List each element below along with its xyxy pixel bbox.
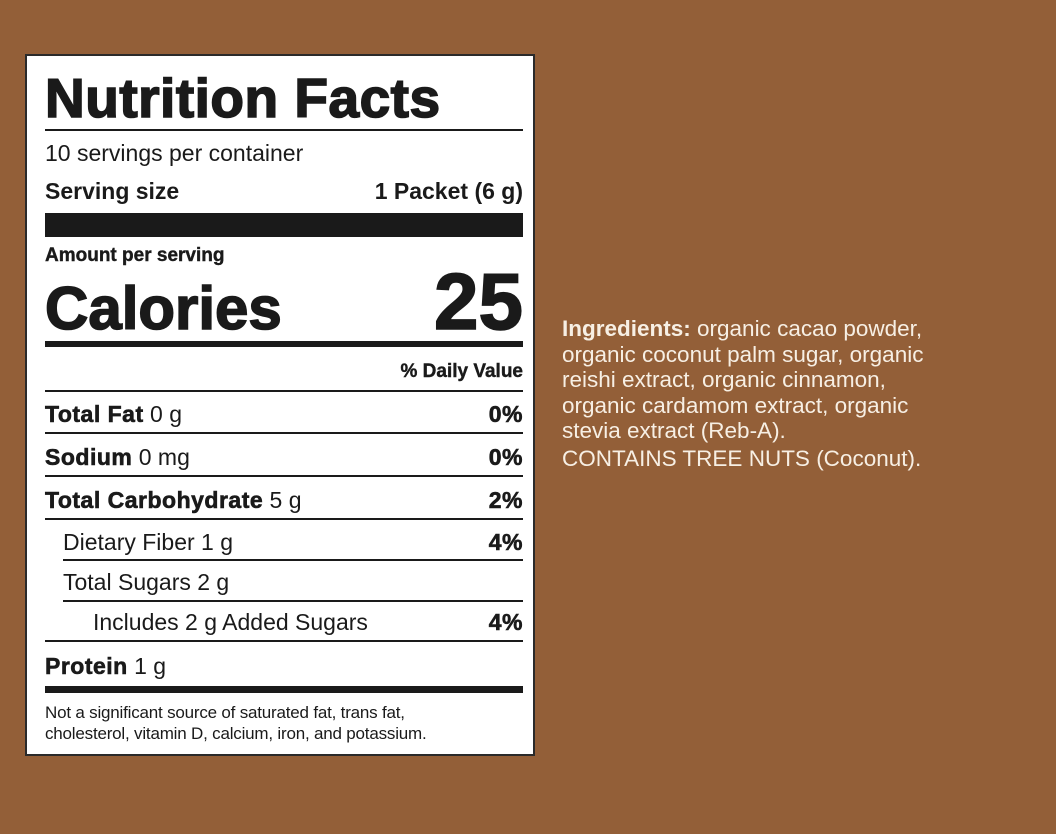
nutrient-row-sodium: Sodium 0 mg 0%	[45, 444, 523, 471]
thick-divider	[45, 341, 523, 347]
nutrient-row-total-sugars: Total Sugars 2 g	[63, 569, 230, 595]
ingredients-text: Ingredients: organic cacao powder, organ…	[562, 316, 1052, 471]
calories-label: Calories	[44, 275, 282, 342]
nutrient-row-protein: Protein 1 g	[45, 653, 167, 680]
serving-size-row: Serving size 1 Packet (6 g)	[45, 178, 523, 204]
divider	[45, 129, 523, 131]
divider	[45, 475, 523, 477]
amount-per-serving: Amount per serving	[45, 245, 225, 266]
ingredients-label: Ingredients:	[562, 316, 691, 341]
nutrient-row-total-fat: Total Fat 0 g 0%	[45, 401, 523, 428]
calories-value: 25	[433, 257, 524, 346]
calories-row: Calories 25	[44, 257, 524, 346]
label-title: Nutrition Facts	[44, 67, 441, 129]
divider	[63, 600, 523, 602]
divider	[45, 518, 523, 520]
divider	[45, 432, 523, 434]
footnote: Not a significant source of saturated fa…	[45, 703, 427, 743]
thick-divider	[45, 686, 523, 693]
divider	[63, 559, 523, 561]
divider	[45, 390, 523, 392]
nutrient-row-total-carbohydrate: Total Carbohydrate 5 g 2%	[45, 487, 523, 514]
divider	[45, 640, 523, 642]
nutrition-facts-label: Nutrition Facts 10 servings per containe…	[25, 54, 535, 756]
nutrient-row-dietary-fiber: Dietary Fiber 1 g 4%	[63, 529, 523, 556]
daily-value-header: % Daily Value	[400, 361, 523, 382]
servings-per-container: 10 servings per container	[45, 140, 304, 166]
allergen-statement: CONTAINS TREE NUTS (Coconut).	[562, 445, 922, 471]
thick-bar	[45, 213, 523, 237]
nutrient-row-added-sugars: Includes 2 g Added Sugars 4%	[93, 609, 523, 636]
serving-size-value: 1 Packet (6 g)	[374, 178, 523, 204]
serving-size-label: Serving size	[45, 178, 180, 204]
